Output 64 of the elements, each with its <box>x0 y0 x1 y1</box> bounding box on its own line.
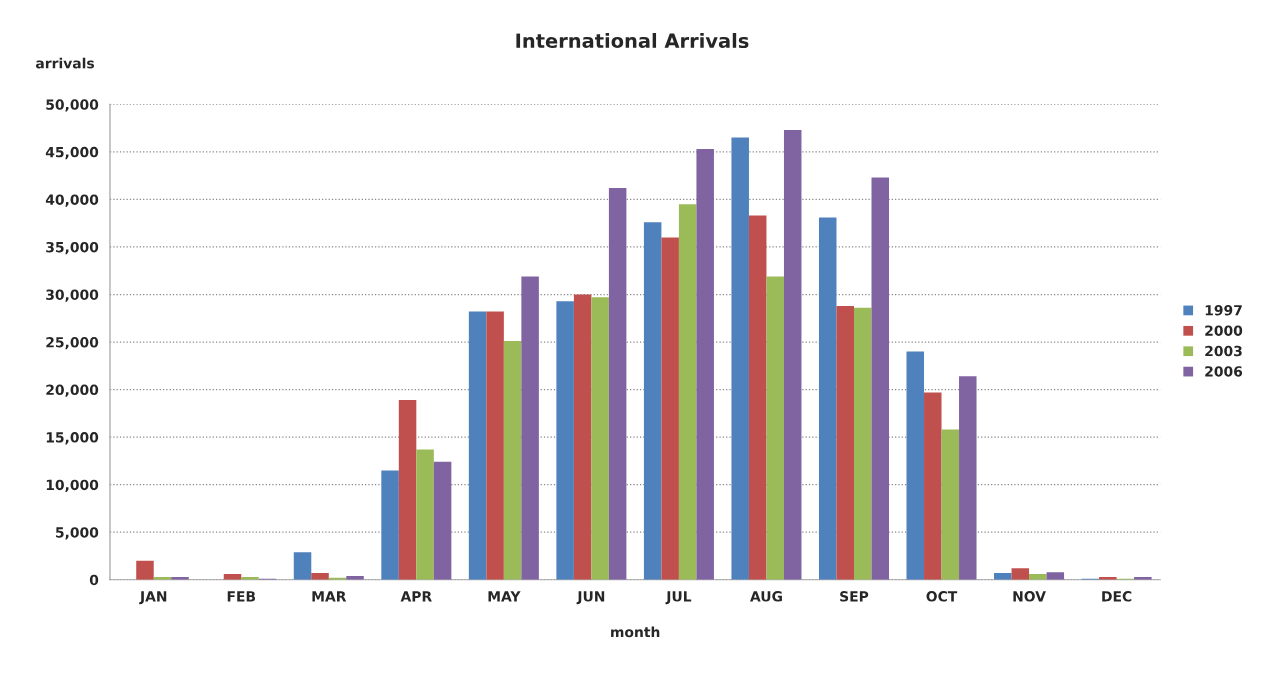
y-tick-label: 45,000 <box>45 146 99 160</box>
bar <box>643 222 662 580</box>
y-tick-label: 5,000 <box>56 527 99 540</box>
x-tick-label: AUG <box>750 591 782 602</box>
bar <box>678 204 697 580</box>
bar <box>696 149 714 580</box>
bar <box>871 177 889 580</box>
y-tick-label: 20,000 <box>46 384 99 397</box>
bar <box>521 276 539 580</box>
bar <box>906 351 925 580</box>
x-tick-label: JUL <box>665 591 692 605</box>
x-tick-label: JUN <box>576 591 605 605</box>
bar <box>486 311 504 580</box>
x-axis-title: month <box>611 626 660 638</box>
legend-label: 1997 <box>1205 305 1242 316</box>
bar <box>853 307 872 580</box>
bar <box>468 311 487 580</box>
y-tick-label: 15,000 <box>46 432 99 445</box>
bar <box>994 573 1012 580</box>
bar <box>731 137 749 580</box>
bar <box>748 215 767 580</box>
bar <box>433 461 452 580</box>
bar <box>766 276 784 580</box>
x-tick-label: MAY <box>488 591 521 602</box>
legend-label: 2000 <box>1205 325 1243 336</box>
x-tick-label: MAR <box>312 591 347 602</box>
x-tick-label: JAN <box>139 591 167 605</box>
y-tick-label: 50,000 <box>46 99 99 112</box>
bar <box>836 305 854 580</box>
x-tick-label: OCT <box>926 591 958 602</box>
legend-label: 2003 <box>1205 345 1242 357</box>
bar <box>661 237 679 580</box>
y-tick-label: 25,000 <box>46 337 99 350</box>
bar <box>924 392 942 580</box>
y-tick-label: 30,000 <box>46 289 99 302</box>
bar <box>398 400 417 580</box>
bar <box>573 294 592 580</box>
bar <box>1029 574 1047 580</box>
bar <box>818 217 837 580</box>
bar <box>136 560 154 580</box>
bar <box>416 449 434 580</box>
y-tick-label: 40,000 <box>45 194 99 207</box>
bar <box>941 429 960 580</box>
bar <box>783 130 802 580</box>
x-tick-label: DEC <box>1102 591 1132 602</box>
y-tick-label: 35,000 <box>46 241 99 255</box>
y-tick-label: 10,000 <box>46 479 99 492</box>
x-tick-label: SEP <box>840 591 869 602</box>
y-tick-label: 0 <box>89 574 99 586</box>
legend-label: 2006 <box>1205 366 1243 377</box>
x-tick-label: NOV <box>1013 591 1046 602</box>
bar <box>293 552 312 580</box>
bar <box>381 470 399 580</box>
y-axis-title: arrivals <box>35 57 95 69</box>
bar <box>1011 568 1030 580</box>
bar <box>959 376 977 580</box>
bar <box>503 341 522 580</box>
bar <box>608 188 627 580</box>
chart-title: International Arrivals <box>516 33 749 49</box>
bar <box>556 301 574 580</box>
x-tick-label: APR <box>400 591 432 602</box>
bar <box>311 573 329 580</box>
bar <box>591 297 609 580</box>
x-tick-label: FEB <box>227 591 256 602</box>
